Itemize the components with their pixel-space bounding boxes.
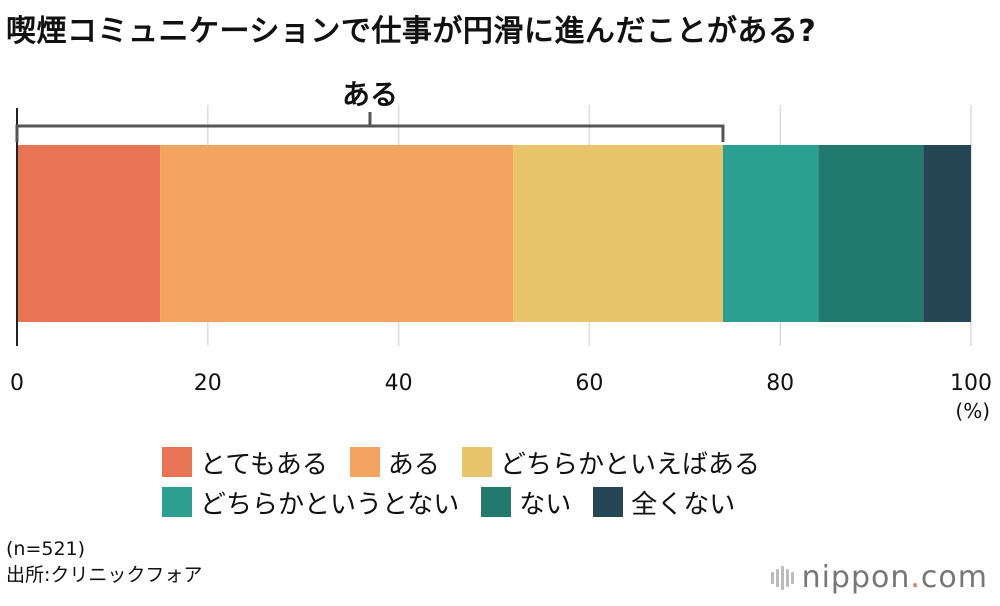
legend-label: 全くない [631,489,736,520]
bar-segment [923,145,971,322]
unit-label: (%) [955,399,990,423]
legend-swatch [461,447,492,477]
legend-swatch [481,487,512,517]
legend-swatch [162,487,192,517]
legend: とてもある ある どちらかといえばある どちらかというとない ない 全くない [162,442,842,522]
logo-dot: . [910,560,921,595]
bar-segment [818,145,924,322]
legend-swatch [349,447,380,477]
logo-text: nippon [801,560,911,595]
legend-row-2: どちらかというとない ない 全くない [162,482,842,522]
tick-label: 80 [766,371,794,396]
tick-label: 100 [950,371,992,396]
legend-item-yes: ある [349,444,440,481]
legend-label: ある [387,449,440,480]
source: 出所:クリニックフォア [6,564,203,586]
tick-label: 40 [385,371,413,396]
annotation-label: ある [342,78,398,111]
legend-item-somewhat-yes: どちらかといえばある [461,444,760,481]
tick-label: 20 [194,371,222,396]
legend-label: どちらかといえばある [499,449,760,480]
bar-segment [513,145,723,322]
legend-item-not-at-all: 全くない [593,484,735,521]
tick-label: 0 [10,371,24,396]
tick-label: 60 [575,371,603,396]
nippon-logo: nippon. com [770,560,988,595]
bar-segment [722,145,819,322]
legend-item-somewhat-no: どちらかというとない [162,484,459,521]
legend-item-very-much: とてもある [162,444,328,481]
footnote: (n=521) 出所:クリニックフォア [6,536,202,588]
legend-swatch [593,487,624,517]
legend-label: ない [519,489,572,520]
chart-title: 喫煙コミュニケーションで仕事が円滑に進んだことがある? [6,14,817,49]
legend-item-no: ない [481,484,571,521]
bar-segment [17,145,161,322]
logo-suffix: com [920,560,988,595]
legend-label: どちらかというとない [200,489,460,520]
sample-size: (n=521) [6,538,86,560]
annotation-bracket [15,124,725,142]
bar-segment [160,145,514,322]
legend-label: とてもある [200,449,328,480]
logo-mark-icon [770,565,796,590]
legend-swatch [162,447,192,477]
legend-row-1: とてもある ある どちらかといえばある [162,442,842,482]
